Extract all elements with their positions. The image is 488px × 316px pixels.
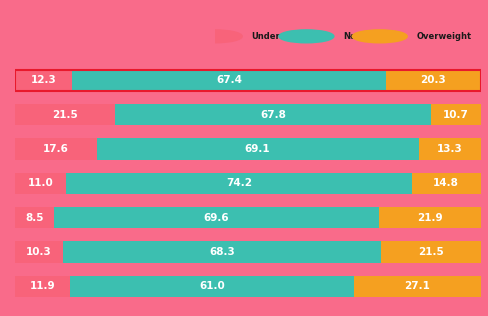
Text: 10.7: 10.7 xyxy=(443,110,468,120)
Bar xyxy=(15,207,54,228)
Text: 68.3: 68.3 xyxy=(209,247,235,257)
Text: 20.3: 20.3 xyxy=(421,75,446,85)
Text: 17.6: 17.6 xyxy=(43,144,69,154)
Text: Overweight: Overweight xyxy=(416,32,471,41)
Bar xyxy=(386,70,481,91)
Text: 14.8: 14.8 xyxy=(433,178,459,188)
Bar xyxy=(72,70,386,91)
Text: 21.5: 21.5 xyxy=(52,110,78,120)
Text: 12.3: 12.3 xyxy=(30,75,56,85)
Text: Underweight: Underweight xyxy=(251,32,313,41)
Text: 74.2: 74.2 xyxy=(226,178,252,188)
Bar xyxy=(412,173,481,194)
Text: 69.1: 69.1 xyxy=(245,144,270,154)
Circle shape xyxy=(352,30,407,43)
Bar xyxy=(15,241,62,263)
Text: 69.6: 69.6 xyxy=(203,213,229,222)
Circle shape xyxy=(187,30,242,43)
Bar xyxy=(15,70,481,91)
Bar xyxy=(15,104,115,125)
Text: 11.0: 11.0 xyxy=(27,178,53,188)
Bar xyxy=(97,138,419,160)
Bar xyxy=(70,276,354,297)
Text: 67.8: 67.8 xyxy=(260,110,286,120)
Bar xyxy=(381,241,481,263)
Bar xyxy=(431,104,481,125)
Text: 8.5: 8.5 xyxy=(25,213,44,222)
Text: Normal: Normal xyxy=(343,32,377,41)
Circle shape xyxy=(279,30,334,43)
Bar xyxy=(54,207,379,228)
Bar xyxy=(15,276,70,297)
Bar xyxy=(354,276,481,297)
Text: 10.3: 10.3 xyxy=(26,247,52,257)
Text: 61.0: 61.0 xyxy=(200,281,225,291)
Bar xyxy=(115,104,431,125)
Text: 13.3: 13.3 xyxy=(437,144,463,154)
Text: 21.5: 21.5 xyxy=(418,247,444,257)
Bar xyxy=(15,173,66,194)
Text: 11.9: 11.9 xyxy=(30,281,55,291)
Bar xyxy=(15,70,72,91)
Text: 67.4: 67.4 xyxy=(216,75,242,85)
Bar xyxy=(66,173,412,194)
Bar xyxy=(419,138,481,160)
Bar xyxy=(379,207,481,228)
Text: 27.1: 27.1 xyxy=(405,281,430,291)
Text: 21.9: 21.9 xyxy=(417,213,443,222)
Bar xyxy=(62,241,381,263)
Bar xyxy=(15,138,97,160)
